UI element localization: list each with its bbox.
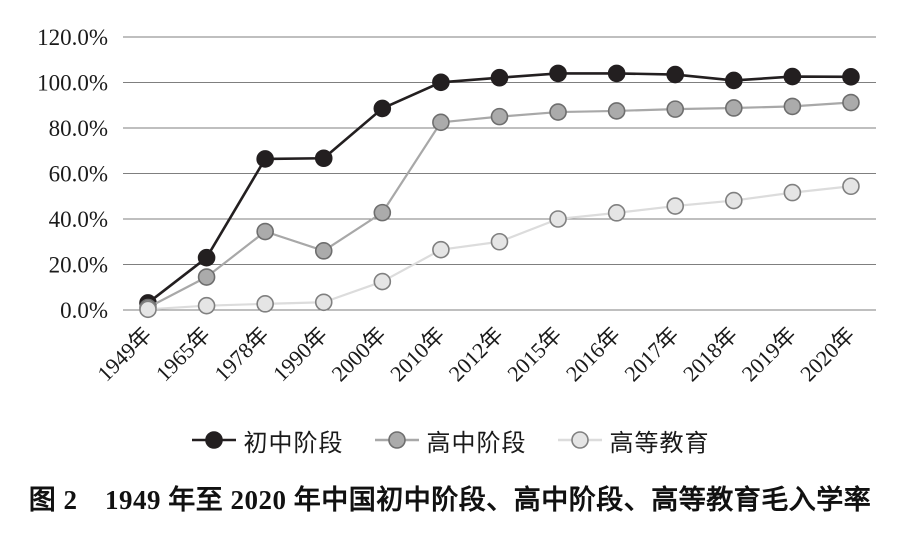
- x-tick-label: 2000年: [326, 322, 390, 386]
- data-point: [490, 107, 509, 126]
- data-point: [549, 103, 567, 121]
- legend-item-junior-secondary: 初中阶段: [191, 423, 344, 458]
- data-point: [724, 71, 743, 90]
- data-point: [842, 68, 860, 86]
- data-point: [666, 100, 685, 118]
- data-point: [197, 296, 216, 315]
- legend-marker-junior-secondary-icon: [191, 431, 236, 449]
- data-point: [490, 68, 509, 87]
- y-tick-label: 100.0%: [37, 71, 108, 96]
- legend-label-higher-education: 高等教育: [609, 430, 710, 457]
- x-tick-label: 2018年: [678, 322, 742, 386]
- enrollment-line-chart: 0.0% 20.0% 40.0% 60.0% 80.0% 100.0% 120.0% 1949…: [37, 25, 876, 386]
- data-point: [314, 242, 333, 260]
- y-tick-label: 40.0%: [49, 207, 108, 232]
- data-point: [256, 295, 274, 313]
- x-tick-label: 2010年: [385, 322, 449, 386]
- x-tick-label: 2017年: [619, 322, 683, 386]
- y-tick-label: 80.0%: [49, 116, 108, 141]
- data-point: [607, 102, 626, 120]
- y-tick-label: 60.0%: [49, 162, 108, 187]
- data-point: [256, 150, 274, 168]
- data-point: [373, 203, 392, 222]
- data-point: [724, 99, 743, 117]
- chart-legend: 初中阶段 高中阶段 高等教育: [0, 422, 900, 458]
- data-point: [724, 191, 743, 210]
- x-tick-label: 2019年: [737, 322, 801, 386]
- data-point: [432, 113, 450, 132]
- data-point: [607, 64, 626, 83]
- data-point: [139, 300, 157, 319]
- data-point: [314, 149, 333, 168]
- x-tick-label: 1978年: [209, 322, 273, 386]
- y-tick-label: 0.0%: [60, 298, 108, 323]
- data-point: [783, 97, 802, 116]
- x-tick-label: 1949年: [92, 322, 156, 386]
- data-point: [549, 64, 567, 83]
- x-tick-label: 1990年: [268, 322, 332, 386]
- x-tick-label: 2016年: [561, 322, 625, 386]
- data-point: [256, 222, 274, 241]
- figure-caption: 图 2 1949 年至 2020 年中国初中阶段、高中阶段、高等教育毛入学率: [28, 485, 872, 515]
- data-point: [197, 248, 216, 267]
- data-point: [607, 204, 626, 222]
- y-tick-label: 120.0%: [37, 25, 108, 50]
- data-point: [842, 177, 860, 196]
- series-line: [146, 101, 853, 309]
- legend-item-higher-education: 高等教育: [557, 423, 710, 458]
- y-tick-label: 20.0%: [49, 253, 108, 278]
- data-point: [549, 210, 567, 228]
- data-point: [314, 293, 333, 312]
- data-point: [783, 183, 802, 202]
- legend-marker-higher-education-icon: [557, 431, 602, 449]
- data-point: [432, 240, 450, 259]
- x-tick-label: 2015年: [502, 322, 566, 386]
- x-tick-label: 2012年: [444, 322, 508, 386]
- data-point: [666, 197, 685, 215]
- data-point: [373, 272, 392, 291]
- data-point: [197, 268, 216, 286]
- legend-item-senior-secondary: 高中阶段: [374, 423, 527, 458]
- x-tick-label: 2020年: [795, 322, 859, 386]
- data-point: [373, 99, 392, 118]
- data-point: [490, 232, 509, 251]
- data-point: [432, 73, 450, 92]
- x-tick-label: 1965年: [151, 322, 215, 386]
- legend-label-junior-secondary: 初中阶段: [243, 430, 344, 457]
- data-point: [666, 65, 685, 84]
- data-point: [783, 67, 802, 86]
- legend-marker-senior-secondary-icon: [374, 431, 419, 449]
- data-point: [842, 93, 860, 112]
- legend-label-senior-secondary: 高中阶段: [426, 430, 527, 457]
